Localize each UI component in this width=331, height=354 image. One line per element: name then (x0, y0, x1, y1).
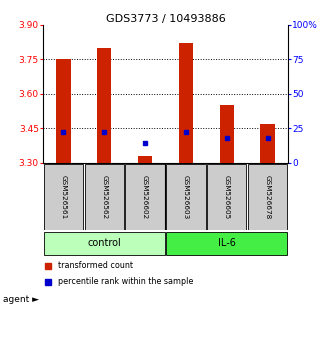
Text: IL-6: IL-6 (218, 238, 236, 248)
FancyBboxPatch shape (44, 164, 83, 230)
Bar (56, 59, 71, 163)
FancyBboxPatch shape (125, 164, 165, 230)
Title: GDS3773 / 10493886: GDS3773 / 10493886 (106, 14, 225, 24)
Bar (179, 43, 193, 163)
Bar (97, 48, 112, 163)
FancyBboxPatch shape (85, 164, 124, 230)
Text: GSM526562: GSM526562 (101, 175, 107, 219)
Text: GSM526603: GSM526603 (183, 175, 189, 219)
FancyBboxPatch shape (44, 232, 165, 255)
Text: GSM526561: GSM526561 (61, 175, 67, 219)
FancyBboxPatch shape (248, 164, 287, 230)
Text: transformed count: transformed count (58, 262, 133, 270)
Text: GSM526602: GSM526602 (142, 175, 148, 219)
Text: control: control (87, 238, 121, 248)
Bar (138, 156, 152, 163)
Text: agent ►: agent ► (3, 295, 39, 304)
Bar (219, 105, 234, 163)
Bar (260, 124, 275, 163)
FancyBboxPatch shape (207, 164, 246, 230)
FancyBboxPatch shape (166, 164, 206, 230)
FancyBboxPatch shape (166, 232, 287, 255)
Text: GSM526605: GSM526605 (224, 175, 230, 219)
Text: GSM526678: GSM526678 (264, 175, 270, 219)
Text: percentile rank within the sample: percentile rank within the sample (58, 277, 193, 286)
